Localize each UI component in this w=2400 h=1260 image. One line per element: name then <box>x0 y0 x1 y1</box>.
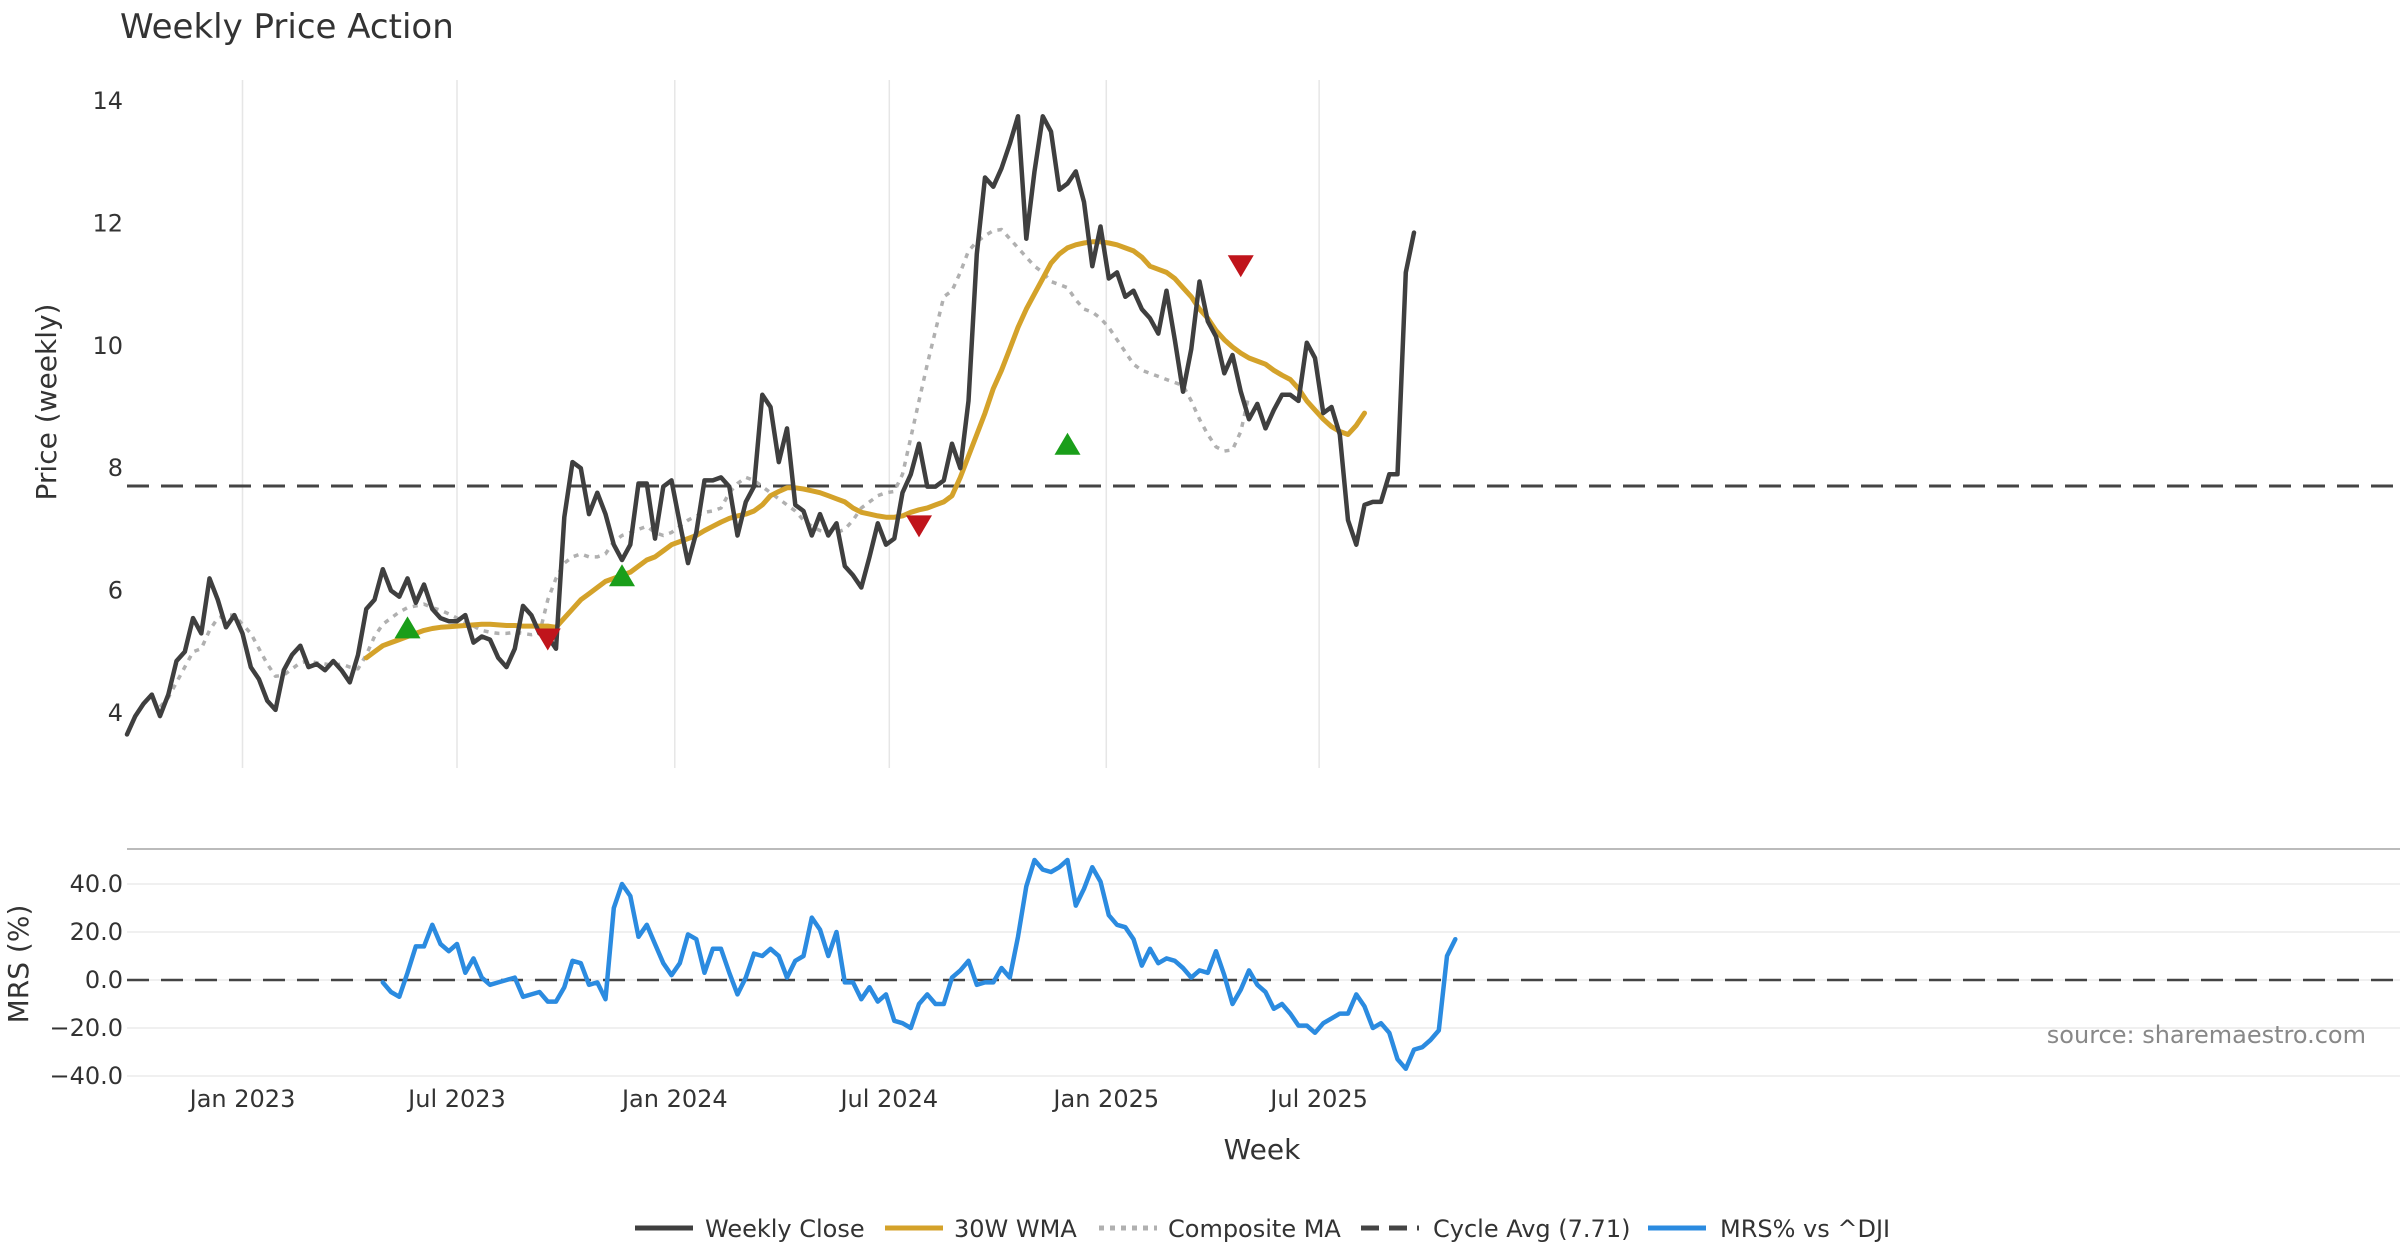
price-panel: 4 6 8 10 12 14 Price (weekly) <box>30 80 2400 768</box>
price-y-tick-label: 12 <box>92 209 123 237</box>
mrs-y-tick-label: −20.0 <box>49 1014 123 1042</box>
wma-30w-line <box>363 239 1367 661</box>
chart-title: Weekly Price Action <box>120 7 454 47</box>
buy-signal-marker <box>394 616 421 639</box>
signal-markers <box>394 255 1254 651</box>
legend-item-label: 30W WMA <box>954 1215 1077 1243</box>
price-y-tick-label: 10 <box>92 332 123 360</box>
x-tick-label: Jan 2025 <box>1051 1085 1159 1113</box>
legend-item-label: Composite MA <box>1168 1215 1341 1243</box>
sell-signal-marker <box>1227 255 1254 278</box>
legend-item-label: Cycle Avg (7.71) <box>1433 1215 1630 1243</box>
weekly-close-line <box>124 114 1417 737</box>
x-tick-label: Jan 2023 <box>188 1085 296 1113</box>
sell-signal-marker <box>534 628 561 651</box>
price-y-ticks: 4 6 8 10 12 14 <box>92 87 123 727</box>
mrs-y-tick-label: −40.0 <box>49 1062 123 1090</box>
price-y-tick-label: 8 <box>108 454 123 482</box>
mrs-y-tick-label: 20.0 <box>70 918 123 946</box>
mrs-y-ticks: 40.0 20.0 0.0 −20.0 −40.0 <box>49 870 123 1090</box>
mrs-series-group <box>127 857 2400 1072</box>
x-tick-label: Jan 2024 <box>620 1085 728 1113</box>
mrs-line <box>380 857 1458 1072</box>
x-tick-label: Jul 2025 <box>1268 1085 1368 1113</box>
legend-item-label: MRS% vs ^DJI <box>1720 1215 1890 1243</box>
composite-ma-line <box>158 227 1251 709</box>
price-y-tick-label: 6 <box>108 577 123 605</box>
price-y-tick-label: 14 <box>92 87 123 115</box>
sell-signal-marker <box>906 515 932 538</box>
legend-item-label: Weekly Close <box>705 1215 865 1243</box>
mrs-y-tick-label: 0.0 <box>85 966 123 994</box>
source-note: source: sharemaestro.com <box>2047 1021 2366 1049</box>
x-axis-label: Week <box>1224 1133 1301 1166</box>
x-tick-label: Jul 2023 <box>406 1085 506 1113</box>
mrs-y-axis-label: MRS (%) <box>2 905 35 1024</box>
mrs-panel: 40.0 20.0 0.0 −20.0 −40.0 MRS (%) source: sh… <box>2 857 2400 1090</box>
mrs-y-tick-label: 40.0 <box>70 870 123 898</box>
x-tick-label: Jul 2024 <box>838 1085 938 1113</box>
price-series-group <box>124 114 2400 737</box>
price-vertical-grid <box>241 80 1320 768</box>
buy-signal-marker <box>609 564 635 587</box>
price-y-axis-label: Price (weekly) <box>30 304 63 501</box>
legend: Weekly Close 30W WMA Composite MA Cycle Avg… <box>635 1215 1890 1243</box>
x-axis-ticks: Jan 2023 Jul 2023 Jan 2024 Jul 2024 Jan 2025… <box>188 1085 1368 1113</box>
buy-signal-marker <box>1054 432 1081 455</box>
price-y-tick-label: 4 <box>108 699 123 727</box>
